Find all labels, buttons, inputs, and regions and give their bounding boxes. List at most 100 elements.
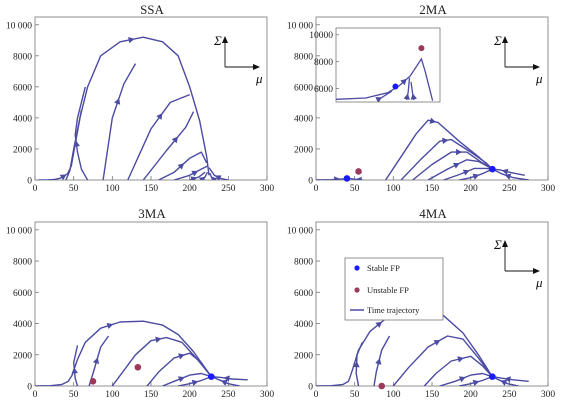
inset-trajectory-group [336,57,434,102]
trajectory-line [162,372,212,386]
trajectory-arrow [191,379,199,386]
y-tick-label: 2000 [13,145,32,155]
trajectory-arrow [171,136,179,144]
inset-frame [335,27,441,103]
trajectory-group [38,36,229,180]
y-tick-label: 6000 [294,83,313,93]
y-tick-label: 4000 [294,320,313,330]
x-tick-label: 150 [144,184,159,194]
sigma-arrow [222,36,228,43]
trajectory-line [35,320,212,386]
trajectory-line [111,336,212,386]
x-tick-label: 100 [386,184,401,194]
y-tick-label: 10 000 [287,21,313,31]
y-tick-label: 10 000 [6,21,32,31]
stable-fixed-point [343,175,351,182]
trajectory-line [392,335,493,386]
mu-label: μ [535,71,543,86]
x-tick-label: 200 [464,184,479,194]
trajectory-arrow [190,176,198,180]
x-tick-label: 250 [221,184,236,194]
trajectory-line [439,372,493,386]
mu-arrow [533,64,540,70]
y-tick-label: 0 [308,383,313,393]
panel-title: 2MA [419,2,447,17]
y-tick-label: 2000 [294,351,313,361]
inset-y-tick-label: 8000 [314,58,333,68]
y-tick-label: 2000 [13,351,32,361]
trajectory-arrow [71,367,78,374]
x-tick-label: 200 [464,390,479,400]
legend-stable-marker [354,265,360,271]
inset-y-tick-label: 6000 [314,85,333,95]
x-tick-label: 50 [350,184,360,194]
trajectory-arrow [128,36,135,44]
trajectory-group [35,320,248,386]
x-tick-label: 200 [183,184,198,194]
trajectory-arrow [156,113,163,120]
trajectory-arrow [453,162,460,169]
x-tick-label: 250 [221,390,236,400]
y-tick-label: 4000 [13,114,32,124]
x-tick-label: 50 [69,184,79,194]
x-tick-label: 100 [386,390,401,400]
trajectory-arrow [334,176,341,180]
trajectory-arrow [456,148,463,156]
y-tick-label: 8000 [13,258,32,268]
trajectory-arrow [214,175,222,180]
trajectory-arrow [177,163,185,170]
mu-arrow [533,268,540,274]
panel-title: 4MA [419,206,447,221]
trajectory-arrow [458,376,466,383]
y-tick-label: 6000 [13,83,32,93]
x-tick-label: 250 [502,390,517,400]
y-tick-label: 10 000 [287,226,313,236]
legend-stable-label: Stable FP [367,263,400,273]
unstable-fixed-point [89,378,97,385]
x-tick-label: 0 [33,390,38,400]
trajectory-arrow [504,376,511,383]
trajectory-arrow [501,168,509,175]
y-tick-label: 8000 [13,52,32,62]
y-tick-label: 2000 [294,145,313,155]
trajectory-line [443,167,493,180]
trajectory-arrow [433,340,441,346]
unstable-fixed-point [378,382,386,390]
x-tick-label: 300 [260,390,275,400]
x-tick-label: 150 [425,184,440,194]
stable-fixed-point [489,373,496,380]
trajectory-arrow [353,361,360,368]
panel-2ma: 2MA 0 50 100 150 200 250 300 0 2000 4000 6000 8000 1… [287,2,556,194]
y-tick-label: 4000 [13,320,32,330]
trajectory-arrow [191,170,199,177]
plot-frame [34,16,268,181]
trajectory-arrow [92,357,100,365]
trajectory-arrow [198,176,206,180]
panel-title: 3MA [138,206,166,221]
trajectory-arrow [155,336,162,343]
panel-3ma: 3MA 0 50 100 150 200 250 300 0 2000 4000 6000 8000 1… [6,206,275,400]
x-tick-label: 50 [69,390,79,400]
trajectory-line [142,111,195,180]
trajectory-arrow [500,379,508,386]
panel-4ma: 4MA 0 50 100 150 200 250 300 0 2000 4000 6000 8000 1… [287,206,556,400]
trajectory-arrow [400,78,407,86]
trajectory-arrow [114,97,121,105]
x-tick-label: 150 [425,390,440,400]
unstable-fixed-point [134,363,142,371]
trajectory-line [373,335,391,386]
trajectory-arrow [375,358,382,365]
trajectory-line [427,159,491,180]
unstable-fixed-point [355,168,362,175]
x-tick-label: 250 [502,184,517,194]
trajectory-arrow [177,376,185,383]
trajectory-arrow [355,176,362,180]
x-tick-label: 0 [33,184,38,194]
y-tick-label: 0 [27,383,32,393]
legend-unstable-label: Unstable FP [367,285,409,295]
trajectory-arrow [375,97,383,102]
trajectory-line [158,151,208,180]
y-tick-label: 10 000 [6,226,32,236]
sigma-arrow [502,240,508,247]
x-tick-label: 0 [314,390,319,400]
